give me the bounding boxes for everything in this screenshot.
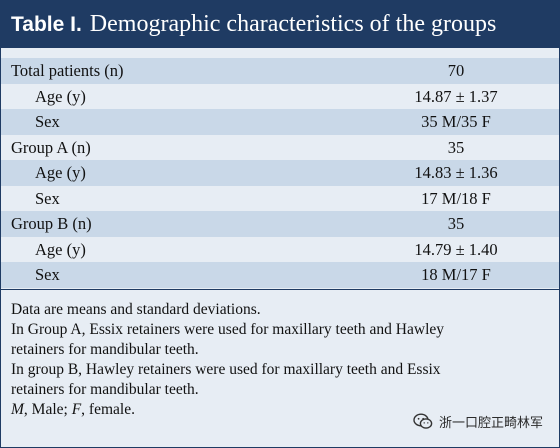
row-value: 18 M/17 F bbox=[421, 265, 491, 284]
row-label: Sex bbox=[35, 265, 60, 284]
table-row: Group A (n) 35 bbox=[1, 135, 559, 161]
table-row: Age (y) 14.83 ± 1.36 bbox=[1, 160, 559, 186]
table-row: Age (y) 14.87 ± 1.37 bbox=[1, 84, 559, 110]
abbr-f: F bbox=[71, 401, 82, 418]
footnote-line: Data are means and standard deviations. bbox=[11, 301, 261, 318]
table-row: Age (y) 14.79 ± 1.40 bbox=[1, 237, 559, 263]
row-label: Age (y) bbox=[35, 86, 86, 106]
row-label: Total patients (n) bbox=[11, 61, 124, 80]
table-title-bar: Table I. Demographic characteristics of … bbox=[1, 1, 559, 48]
row-value: 35 bbox=[447, 137, 465, 157]
row-value: 14.87 ± 1.37 bbox=[414, 86, 498, 106]
row-label: Group A (n) bbox=[11, 137, 91, 157]
table-row: Sex 18 M/17 F bbox=[1, 262, 559, 288]
footnote-line: In Group A, Essix retainers were used fo… bbox=[11, 321, 445, 338]
row-value: 35 bbox=[447, 214, 465, 233]
row-label: Age (y) bbox=[35, 239, 86, 259]
wechat-icon bbox=[413, 413, 433, 429]
row-value: 35 M/35 F bbox=[421, 112, 491, 131]
row-label: Sex bbox=[35, 188, 60, 208]
abbr-m-text: , Male; bbox=[23, 401, 72, 418]
table-row: Total patients (n) 70 bbox=[1, 58, 559, 84]
row-label: Group B (n) bbox=[11, 214, 92, 233]
row-label: Sex bbox=[35, 112, 60, 131]
table-row: Group B (n) 35 bbox=[1, 211, 559, 237]
row-value: 70 bbox=[447, 61, 465, 80]
table-row: Sex 35 M/35 F bbox=[1, 109, 559, 135]
abbr-m: M bbox=[11, 401, 24, 418]
table-footnotes: Data are means and standard deviations. … bbox=[1, 289, 559, 447]
footnote-line: retainers for mandibular teeth. bbox=[11, 341, 199, 358]
footnote-abbreviations: M, Male; F, female. bbox=[11, 400, 549, 420]
table-row: Sex 17 M/18 F bbox=[1, 186, 559, 212]
footnote-line: In group B, Hawley retainers were used f… bbox=[11, 361, 441, 378]
table-number: Table I. bbox=[11, 12, 82, 36]
data-table: Total patients (n) 70 Age (y) 14.87 ± 1.37 S… bbox=[1, 58, 559, 288]
row-label: Age (y) bbox=[35, 163, 86, 182]
row-value: 14.83 ± 1.36 bbox=[414, 163, 498, 182]
row-value: 17 M/18 F bbox=[421, 188, 491, 208]
watermark-text: 浙一口腔正畸林军 bbox=[438, 416, 543, 431]
row-value: 14.79 ± 1.40 bbox=[414, 239, 498, 259]
table-title: Demographic characteristics of the group… bbox=[89, 11, 497, 37]
watermark: 浙一口腔正畸林军 bbox=[413, 412, 543, 431]
abbr-f-text: , female. bbox=[81, 401, 135, 418]
footnote-line: retainers for mandibular teeth. bbox=[11, 381, 199, 398]
